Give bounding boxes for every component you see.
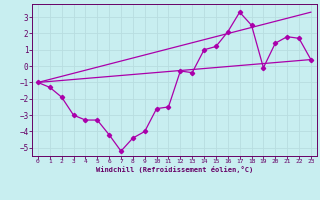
X-axis label: Windchill (Refroidissement éolien,°C): Windchill (Refroidissement éolien,°C) bbox=[96, 166, 253, 173]
